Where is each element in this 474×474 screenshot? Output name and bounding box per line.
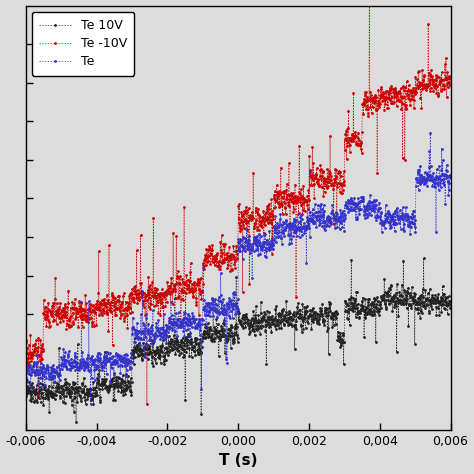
Line: Te -10V: Te -10V [24,0,452,406]
Te -10V [255,211,261,217]
Te 10V [166,339,172,345]
Te [23,375,28,381]
Te 10V [447,302,453,308]
Legend: Te 10V, Te -10V, Te: Te 10V, Te -10V, Te [32,12,135,76]
Te 10V [208,324,213,330]
Te [246,240,252,246]
Te 10V [421,255,427,261]
Te [166,315,172,321]
Te -10V [166,290,172,296]
Te -10V [447,76,453,82]
Te 10V [95,372,100,377]
Te 10V [246,331,252,337]
Te -10V [23,337,28,343]
Te [95,350,100,356]
Te 10V [80,381,85,387]
Line: Te: Te [24,131,452,406]
Te -10V [79,316,85,322]
Line: Te 10V: Te 10V [24,257,452,424]
Te [255,239,261,245]
Te [447,175,453,181]
Te [88,401,93,407]
Te -10V [208,262,213,267]
Te -10V [94,298,100,303]
Te [428,130,433,136]
Te 10V [73,419,79,425]
Te 10V [23,379,28,384]
Te [208,307,213,313]
Te 10V [255,326,261,331]
X-axis label: T (s): T (s) [219,454,257,468]
Te -10V [246,281,252,287]
Te -10V [144,401,150,407]
Te [79,359,85,365]
